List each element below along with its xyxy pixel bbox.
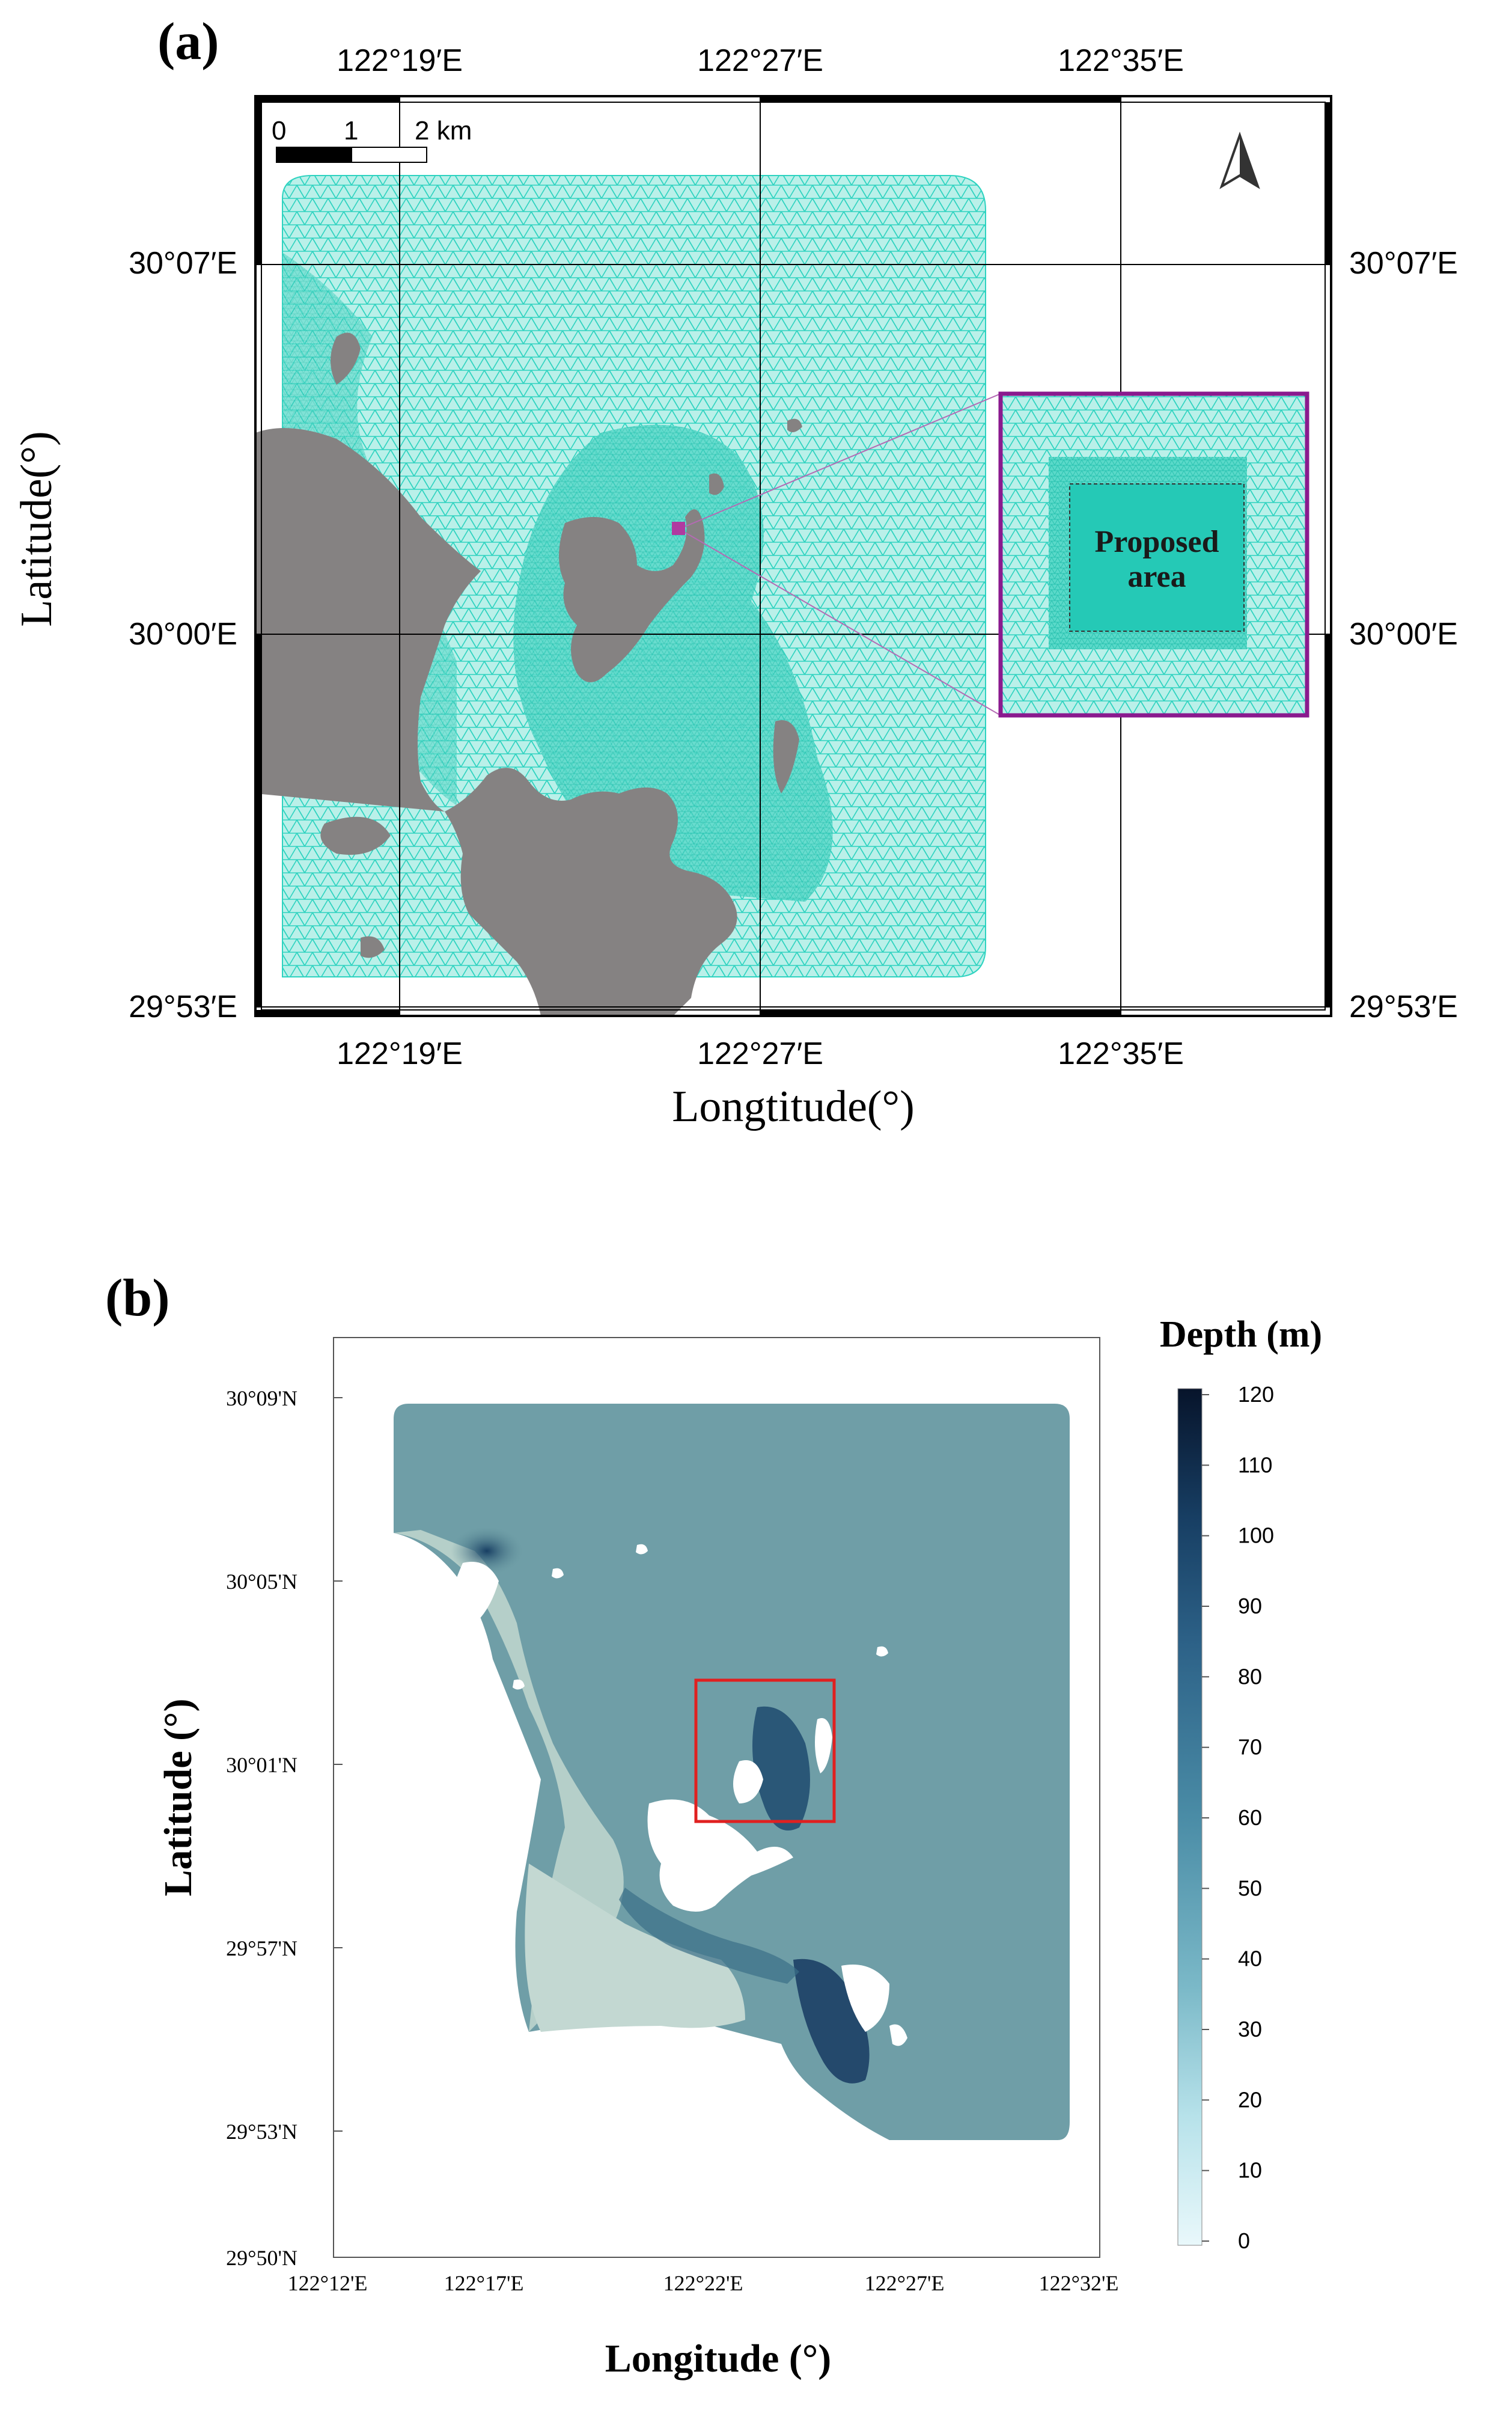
inset-label-line2: area (1127, 560, 1186, 594)
y-tick-b-3: 30°01'N (226, 1753, 297, 1777)
land-island-small-3 (361, 936, 385, 958)
island-b-central-2 (733, 1760, 763, 1803)
land-island-north (331, 332, 361, 385)
land-island-small-4 (787, 418, 802, 432)
land-island-small-2 (320, 816, 391, 855)
scale-label-0: 0 (272, 116, 286, 145)
inset-source-marker (672, 522, 685, 535)
left-tick-3: 29°53′E (129, 989, 237, 1024)
y-tick-b-1: 30°09'N (226, 1386, 297, 1410)
scale-label-2: 2 km (415, 116, 472, 145)
top-tick-2: 122°27′E (697, 43, 823, 78)
bottom-tick-3: 122°35′E (1058, 1036, 1184, 1071)
y-ticks-b: 30°09'N 30°05'N 30°01'N 29°57'N 29°53'N … (226, 1386, 343, 2270)
x-tick-b-1: 122°12'E (288, 2271, 368, 2295)
y-tick-b-2: 30°05'N (226, 1570, 297, 1594)
scale-label-1: 1 (344, 116, 358, 145)
colorbar-tick-label: 120 (1238, 1382, 1274, 1407)
y-axis-label-b: Latitude (°) (156, 1699, 200, 1897)
inset-proposed-area: Proposed area (998, 391, 1309, 718)
island-b-central (647, 1799, 793, 1912)
land-island-small-1 (709, 473, 724, 495)
colorbar-ramp (1177, 1388, 1203, 2246)
deep-channel-bend (619, 1888, 799, 1984)
bathymetry-shallow-south (525, 1864, 745, 2032)
colorbar-tick-label: 0 (1238, 2228, 1250, 2253)
bottom-tick-2: 122°27′E (697, 1036, 823, 1071)
y-axis-label-a: Latitude(°) (12, 431, 61, 626)
colorbar-tick-label: 100 (1238, 1523, 1274, 1548)
inset-label-line1: Proposed (1094, 525, 1219, 559)
island-b-small-4 (513, 1679, 525, 1690)
island-b-se (889, 2024, 907, 2046)
x-tick-b-5: 122°32'E (1039, 2271, 1119, 2295)
x-axis-label-a: Longtitude(°) (672, 1082, 915, 1131)
left-tick-2: 30°00′E (129, 617, 237, 652)
land-southern-peninsula (445, 768, 737, 1016)
top-tick-1: 122°19′E (337, 43, 463, 78)
inset-connectors (678, 393, 1001, 716)
deep-channel-south (793, 1959, 870, 2084)
colorbar-tick-label: 80 (1238, 1664, 1262, 1689)
colorbar-tick-label: 90 (1238, 1594, 1262, 1618)
colorbar-tick-label: 10 (1238, 2158, 1262, 2183)
land-mainland (255, 428, 481, 812)
study-area-box (694, 1678, 836, 1823)
bottom-tick-1: 122°19′E (337, 1036, 463, 1071)
map-a-frame (254, 95, 1332, 1017)
island-b-south (841, 1965, 889, 2032)
scale-bar: 0 1 2 km (272, 116, 472, 163)
deep-channel-central (752, 1706, 810, 1830)
right-tick-3: 29°53′E (1349, 989, 1458, 1024)
land-main-island (559, 509, 705, 682)
y-tick-b-4: 29°57'N (226, 1936, 297, 1960)
colorbar-tick-label: 70 (1238, 1735, 1262, 1760)
island-b-small-2 (636, 1544, 648, 1555)
colorbar-tick-label: 20 (1238, 2087, 1262, 2112)
right-tick-1: 30°07′E (1349, 246, 1458, 281)
colorbar-tick-label: 50 (1238, 1876, 1262, 1900)
colorbar-tick-label: 40 (1238, 1947, 1262, 1971)
land-island-east (773, 720, 799, 794)
north-arrow-icon (1219, 131, 1260, 189)
x-tick-b-3: 122°22'E (663, 2271, 743, 2295)
island-b-east (815, 1718, 832, 1773)
colorbar-title: Depth (m) (1160, 1314, 1322, 1355)
panel-a-label: (a) (157, 13, 219, 71)
panel-b: (b) 30°09'N 3 (105, 1269, 1322, 2381)
y-tick-b-5: 29°53'N (226, 2120, 297, 2144)
colorbar-tick-label: 30 (1238, 2017, 1262, 2041)
x-tick-b-4: 122°27'E (865, 2271, 945, 2295)
x-tick-b-2: 122°17'E (444, 2271, 524, 2295)
island-b-small-1 (552, 1568, 564, 1579)
island-b-small-3 (876, 1646, 888, 1657)
colorbar-tick-label: 110 (1238, 1452, 1272, 1477)
colorbar-tick-label: 60 (1238, 1805, 1262, 1830)
x-ticks-b: 122°12'E 122°17'E 122°22'E 122°27'E 122°… (288, 2271, 1119, 2295)
top-tick-3: 122°35′E (1058, 43, 1184, 78)
right-tick-2: 30°00′E (1349, 617, 1458, 652)
island-b-nw (449, 1562, 499, 1635)
left-tick-1: 30°07′E (129, 246, 237, 281)
panel-b-label: (b) (105, 1269, 170, 1327)
panel-a: (a) (12, 13, 1458, 1131)
x-axis-label-b: Longitude (°) (605, 2337, 832, 2381)
y-tick-b-6: 29°50'N (226, 2246, 297, 2270)
